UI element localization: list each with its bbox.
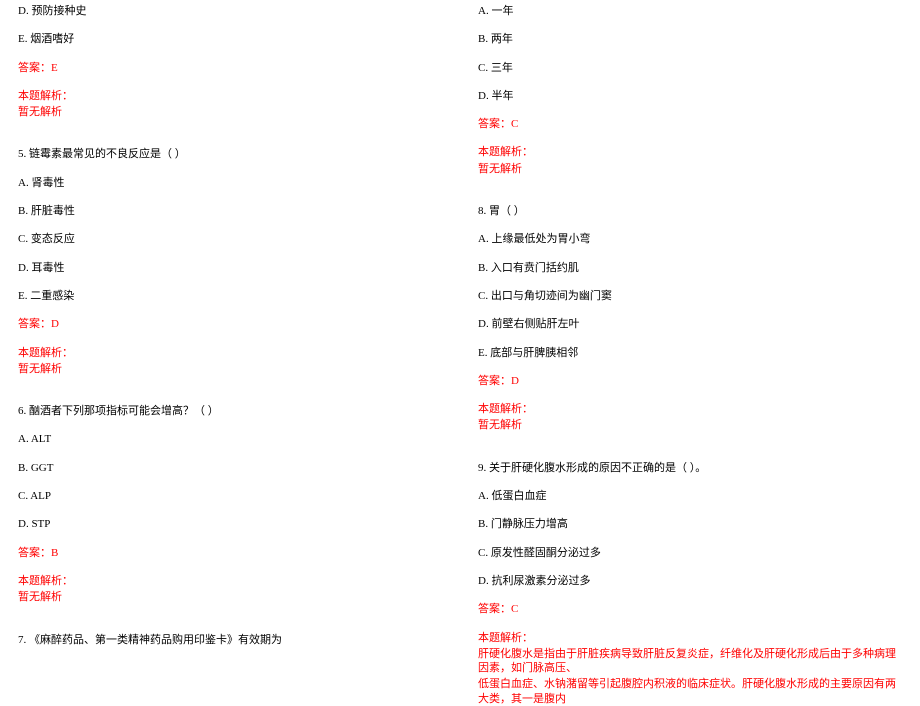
analysis-text: 肝硬化腹水是指由于肝脏疾病导致肝脏反复炎症，纤维化及肝硬化形成后由于多种病理因素… bbox=[478, 647, 902, 676]
option-text: D. 耳毒性 bbox=[18, 261, 442, 275]
option-text: D. STP bbox=[18, 517, 442, 531]
option-text: A. 肾毒性 bbox=[18, 176, 442, 190]
analysis-text: 暂无解析 bbox=[18, 105, 442, 119]
analysis-text: 暂无解析 bbox=[478, 162, 902, 176]
option-text: E. 底部与肝脾胰相邻 bbox=[478, 346, 902, 360]
option-text: C. 出口与角切迹间为幽门窦 bbox=[478, 289, 902, 303]
option-text: B. 肝脏毒性 bbox=[18, 204, 442, 218]
analysis-text: 暂无解析 bbox=[18, 590, 442, 604]
answer-text: 答案：D bbox=[478, 374, 902, 388]
option-text: A. 上缘最低处为胃小弯 bbox=[478, 232, 902, 246]
analysis-label: 本题解析： bbox=[478, 402, 902, 416]
question-title: 5. 链霉素最常见的不良反应是（ ） bbox=[18, 147, 442, 161]
option-text: C. ALP bbox=[18, 489, 442, 503]
option-text: E. 烟酒嗜好 bbox=[18, 32, 442, 46]
answer-text: 答案：D bbox=[18, 317, 442, 331]
option-text: D. 前壁右侧贴肝左叶 bbox=[478, 317, 902, 331]
option-text: E. 二重感染 bbox=[18, 289, 442, 303]
question-title: 8. 胃（ ） bbox=[478, 204, 902, 218]
option-text: D. 预防接种史 bbox=[18, 4, 442, 18]
option-text: A. 一年 bbox=[478, 4, 902, 18]
option-text: D. 抗利尿激素分泌过多 bbox=[478, 574, 902, 588]
option-text: C. 变态反应 bbox=[18, 232, 442, 246]
option-text: B. GGT bbox=[18, 461, 442, 475]
analysis-text: 暂无解析 bbox=[18, 362, 442, 376]
answer-text: 答案：E bbox=[18, 61, 442, 75]
question-title: 9. 关于肝硬化腹水形成的原因不正确的是（ ）。 bbox=[478, 461, 902, 475]
left-column: D. 预防接种史 E. 烟酒嗜好 答案：E 本题解析： 暂无解析 5. 链霉素最… bbox=[0, 4, 460, 647]
option-text: B. 两年 bbox=[478, 32, 902, 46]
option-text: C. 三年 bbox=[478, 61, 902, 75]
option-text: B. 入口有贲门括约肌 bbox=[478, 261, 902, 275]
analysis-label: 本题解析： bbox=[18, 346, 442, 360]
option-text: C. 原发性醛固酮分泌过多 bbox=[478, 546, 902, 560]
answer-text: 答案：C bbox=[478, 117, 902, 131]
option-text: B. 门静脉压力增高 bbox=[478, 517, 902, 531]
option-text: A. 低蛋白血症 bbox=[478, 489, 902, 503]
right-column: A. 一年 B. 两年 C. 三年 D. 半年 答案：C 本题解析： 暂无解析 … bbox=[460, 4, 920, 647]
analysis-label: 本题解析： bbox=[478, 145, 902, 159]
analysis-label: 本题解析： bbox=[478, 631, 902, 645]
analysis-label: 本题解析： bbox=[18, 574, 442, 588]
question-title: 7. 《麻醉药品、第一类精神药品购用印鉴卡》有效期为 bbox=[18, 633, 442, 647]
analysis-text: 低蛋白血症、水钠潴留等引起腹腔内积液的临床症状。肝硬化腹水形成的主要原因有两大类… bbox=[478, 677, 902, 706]
option-text: A. ALT bbox=[18, 432, 442, 446]
analysis-text: 暂无解析 bbox=[478, 418, 902, 432]
answer-text: 答案：C bbox=[478, 602, 902, 616]
question-title: 6. 酗酒者下列那项指标可能会增高？（ ） bbox=[18, 404, 442, 418]
analysis-label: 本题解析： bbox=[18, 89, 442, 103]
option-text: D. 半年 bbox=[478, 89, 902, 103]
answer-text: 答案：B bbox=[18, 546, 442, 560]
